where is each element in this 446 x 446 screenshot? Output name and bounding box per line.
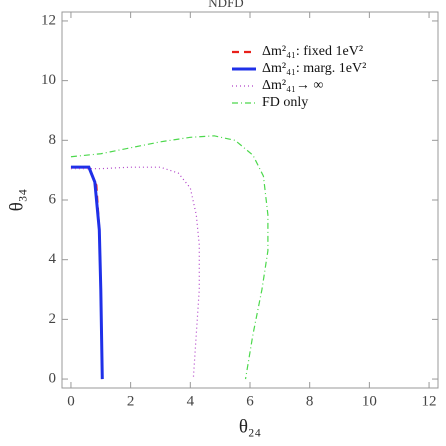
x-tick-label: 10 xyxy=(362,393,377,409)
x-axis-label: θ₂₄ xyxy=(239,416,261,437)
chart-title: NDFD xyxy=(208,0,243,10)
legend-label: Δm²₄₁→ ∞ xyxy=(262,78,323,93)
series-line xyxy=(70,135,269,380)
y-tick-label: 10 xyxy=(41,72,56,88)
legend-label: FD only xyxy=(262,95,308,110)
y-tick-label: 6 xyxy=(49,191,57,207)
x-tick-label: 6 xyxy=(246,393,254,409)
x-tick-label: 2 xyxy=(127,393,135,409)
legend-label: Δm²₄₁: marg. 1eV² xyxy=(262,61,366,76)
x-tick-label: 4 xyxy=(187,393,195,409)
series-line xyxy=(70,165,104,380)
x-tick-label: 12 xyxy=(422,393,437,409)
x-tick-label: 0 xyxy=(67,393,75,409)
series-line xyxy=(70,166,200,380)
y-tick-label: 0 xyxy=(49,370,57,386)
y-tick-label: 2 xyxy=(49,311,57,327)
y-tick-label: 4 xyxy=(49,251,57,267)
y-tick-label: 8 xyxy=(49,132,57,148)
legend-label: Δm²₄₁: fixed 1eV² xyxy=(262,44,363,59)
x-tick-label: 8 xyxy=(306,393,314,409)
y-axis-label: θ₃₄ xyxy=(6,189,27,211)
y-tick-label: 12 xyxy=(41,12,56,28)
